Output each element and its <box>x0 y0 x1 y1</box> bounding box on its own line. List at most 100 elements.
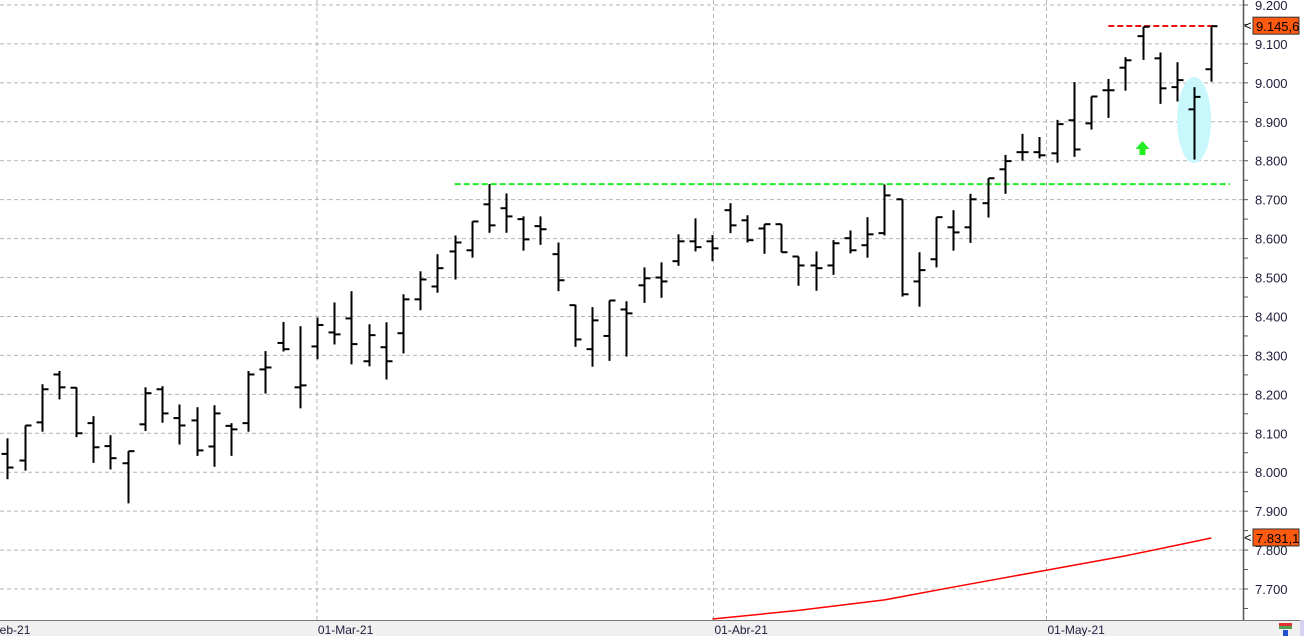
ohlc-bar <box>758 223 771 254</box>
ohlc-bar <box>655 262 668 298</box>
ohlc-bar <box>1033 136 1046 159</box>
last-value-label: <7.831,1 <box>1244 528 1300 547</box>
y-tick-label: 8.400 <box>1255 309 1288 324</box>
ohlc-bar <box>104 435 117 470</box>
ohlc-bar <box>689 218 702 252</box>
y-tick-label: 7.700 <box>1255 582 1288 597</box>
ohlc-bar <box>930 216 943 268</box>
ohlc-bar <box>827 240 840 275</box>
ohlc-bar <box>328 302 341 345</box>
ohlc-bar <box>896 198 909 297</box>
ohlc-bar <box>225 423 238 456</box>
ohlc-bar <box>620 301 633 357</box>
y-tick-label: 8.900 <box>1255 115 1288 130</box>
y-tick-label: 8.800 <box>1255 154 1288 169</box>
ohlc-bar <box>706 235 719 262</box>
up-arrow-icon <box>1135 141 1150 156</box>
ohlc-bar <box>517 216 530 251</box>
ohlc-bar <box>139 387 152 431</box>
ohlc-bar <box>810 251 823 291</box>
moving-average-group <box>712 537 1212 620</box>
ohlc-bar <box>999 154 1012 194</box>
y-tick-label: 8.300 <box>1255 348 1288 363</box>
ohlc-bar <box>1154 52 1167 104</box>
annotation-lines <box>454 25 1230 186</box>
ohlc-bar <box>534 216 547 245</box>
ohlc-bar <box>586 307 599 367</box>
ohlc-bar <box>294 326 307 409</box>
ohlc-bar <box>173 404 186 445</box>
y-axis-background <box>1243 0 1304 620</box>
ohlc-bar <box>1051 119 1064 163</box>
ohlc-bar <box>414 271 427 311</box>
flag-chart-icon[interactable] <box>1279 623 1292 636</box>
ohlc-bar <box>552 242 565 292</box>
ohlc-bar <box>380 322 393 380</box>
ohlc-bar <box>242 370 255 432</box>
ohlc-bar <box>311 317 324 360</box>
ohlc-bar <box>397 294 410 354</box>
y-tick-label: 7.900 <box>1255 504 1288 519</box>
ohlc-bar <box>844 230 857 254</box>
ohlc-bar <box>208 405 221 467</box>
ohlc-bar <box>466 220 479 258</box>
y-tick-label: 7.800 <box>1255 543 1288 558</box>
y-tick-label: 9.200 <box>1255 0 1288 13</box>
ohlc-bar <box>277 321 290 352</box>
y-tick-label: 8.100 <box>1255 426 1288 441</box>
last-value-label: <9.145,6 <box>1244 16 1300 35</box>
ohlc-bar <box>1102 78 1115 118</box>
ohlc-bar <box>431 254 444 293</box>
x-axis: 01-Feb-21 01-Mar-21 01-Abr-21 01-May-21 <box>0 620 1304 636</box>
ohlc-bar <box>741 215 754 243</box>
x-tick-label: 01-Feb-21 <box>0 623 31 636</box>
ohlc-bar <box>191 407 204 456</box>
ohlc-bar <box>70 386 83 438</box>
last-value-text: 7.831,1 <box>1256 531 1299 546</box>
ohlc-bar <box>259 351 272 394</box>
x-tick-label: 01-Mar-21 <box>318 623 374 636</box>
ohlc-bar <box>345 291 358 365</box>
last-value-box <box>1252 16 1300 35</box>
x-tick-label: 01-May-21 <box>1048 623 1106 636</box>
ohlc-bar <box>53 370 66 400</box>
y-tick-label: 9.100 <box>1255 37 1288 52</box>
ohlc-bar <box>913 252 926 307</box>
last-value-labels: <9.145,6< 7.831,1 <box>1244 16 1300 547</box>
x-tick-label: 01-Abr-21 <box>715 623 769 636</box>
ohlc-bar <box>500 193 513 233</box>
ohlc-bar <box>483 184 496 233</box>
y-axis: 9.200 9.100 9.000 8.900 8.800 8.700 8.600 8.500… <box>1242 0 1304 620</box>
ohlc-bar <box>122 450 135 504</box>
ohlc-bar <box>792 255 805 286</box>
ohlc-bar <box>1 438 14 480</box>
ohlc-bar <box>947 210 960 251</box>
ohlc-bar <box>569 304 582 347</box>
ohlc-bar <box>1171 62 1184 102</box>
panel-edge <box>1300 620 1304 636</box>
y-tick-label: 8.200 <box>1255 387 1288 402</box>
ohlc-bar <box>672 234 685 266</box>
ohlc-bar <box>603 299 616 361</box>
ohlc-bar <box>982 177 995 218</box>
ohlc-bar <box>724 203 737 234</box>
ohlc-bar <box>1205 25 1218 82</box>
ohlc-bar <box>156 386 169 423</box>
ohlc-bar <box>19 424 32 471</box>
y-tick-label: 8.500 <box>1255 271 1288 286</box>
ohlc-bar <box>36 384 49 432</box>
grid <box>0 0 1243 620</box>
ohlc-bar <box>861 217 874 258</box>
y-tick-label: 8.700 <box>1255 193 1288 208</box>
pointer-arrow-icon: < <box>1244 18 1252 33</box>
y-tick-label: 8.000 <box>1255 465 1288 480</box>
ohlc-bar <box>1137 25 1150 60</box>
ohlc-bar <box>363 324 376 367</box>
ohlc-bar <box>775 223 788 254</box>
pointer-arrow-icon: < <box>1244 530 1252 545</box>
x-axis-background <box>0 620 1304 636</box>
ohlc-bar <box>1016 133 1029 161</box>
moving-average-line <box>712 537 1212 620</box>
